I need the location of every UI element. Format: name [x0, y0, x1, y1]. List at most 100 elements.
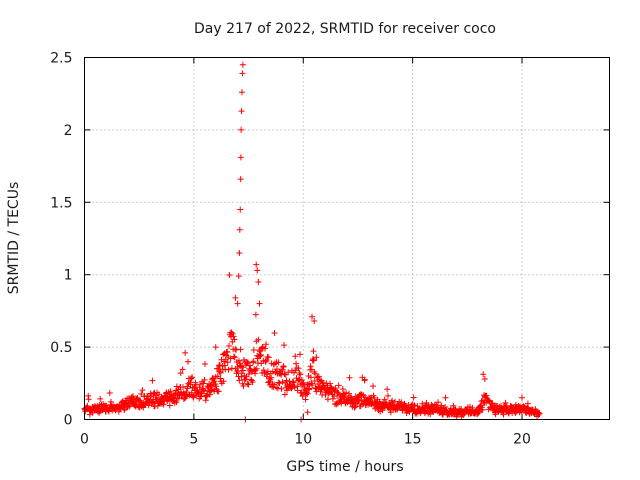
- data-point: [268, 374, 275, 381]
- data-point: [237, 206, 244, 213]
- data-point: [304, 409, 311, 416]
- y-tick-label: 2: [64, 123, 73, 139]
- chart-title: Day 217 of 2022, SRMTID for receiver coc…: [194, 21, 496, 37]
- data-point: [200, 380, 207, 387]
- data-point: [237, 360, 244, 367]
- data-point: [244, 380, 251, 387]
- data-point: [275, 359, 282, 366]
- data-point: [262, 345, 269, 352]
- data-point: [329, 395, 336, 402]
- y-tick-label: 1.5: [50, 195, 72, 211]
- data-point: [519, 394, 525, 401]
- data-point: [201, 360, 208, 367]
- data-point: [230, 333, 237, 340]
- data-point: [281, 391, 288, 398]
- data-point: [225, 366, 232, 373]
- data-point: [185, 358, 192, 365]
- data-point: [231, 354, 238, 361]
- data-point: [335, 382, 342, 389]
- data-point: [295, 365, 302, 372]
- y-tick-label: 2.5: [50, 51, 72, 67]
- data-point: [351, 404, 358, 411]
- data-point: [97, 395, 104, 402]
- x-tick-label: 5: [189, 432, 198, 448]
- data-point: [479, 406, 486, 413]
- y-tick-labels: 0 0.5 1 1.5 2 2.5: [50, 51, 72, 429]
- data-point: [311, 377, 318, 384]
- data-point: [512, 409, 519, 416]
- data-point: [293, 360, 300, 367]
- data-point: [279, 378, 286, 385]
- data-point: [252, 367, 259, 374]
- data-point: [310, 357, 317, 364]
- data-point: [238, 126, 245, 133]
- data-point: [410, 394, 417, 401]
- data-point: [139, 387, 146, 394]
- data-point: [307, 374, 314, 381]
- data-point: [280, 363, 287, 370]
- data-point: [285, 369, 292, 376]
- data-point: [435, 399, 442, 406]
- data-point: [370, 383, 377, 390]
- data-point: [225, 342, 232, 349]
- data-point: [156, 391, 163, 398]
- data-point: [212, 344, 219, 351]
- data-point: [240, 382, 247, 389]
- data-point: [187, 381, 194, 388]
- x-tick-label: 20: [513, 432, 531, 448]
- data-point: [237, 154, 244, 161]
- data-point: [232, 346, 239, 353]
- data-point: [257, 351, 264, 358]
- data-point: [239, 70, 246, 77]
- data-point: [352, 403, 359, 410]
- data-point: [237, 346, 244, 353]
- data-point: [384, 386, 391, 393]
- data-point: [179, 366, 186, 373]
- data-point: [236, 249, 243, 256]
- y-tick-label: 0.5: [50, 340, 72, 356]
- data-point: [309, 382, 316, 389]
- data-point: [304, 390, 311, 397]
- data-point: [215, 388, 222, 395]
- data-point: [278, 385, 285, 392]
- data-point: [302, 396, 309, 403]
- data-point: [281, 371, 288, 378]
- data-point: [106, 389, 113, 396]
- data-point: [341, 393, 348, 400]
- data-point: [276, 380, 283, 387]
- data-point: [236, 377, 243, 384]
- data-point: [235, 367, 242, 374]
- data-point: [167, 388, 174, 395]
- data-point: [237, 176, 244, 183]
- data-point: [263, 341, 270, 348]
- data-point: [254, 267, 261, 274]
- data-point: [184, 385, 191, 392]
- data-point: [303, 389, 310, 396]
- data-point: [327, 380, 334, 387]
- data-point: [215, 365, 222, 372]
- data-point: [275, 379, 282, 386]
- y-tick-label: 1: [64, 268, 73, 284]
- data-point: [249, 379, 256, 386]
- data-point: [220, 351, 227, 358]
- x-tick-label: 10: [294, 432, 312, 448]
- data-point: [292, 353, 299, 360]
- data-point: [384, 392, 391, 399]
- data-point: [189, 374, 196, 381]
- data-point: [310, 348, 317, 355]
- data-point: [271, 329, 278, 336]
- x-tick-label: 0: [80, 432, 89, 448]
- data-point: [190, 392, 197, 399]
- data-point: [253, 365, 260, 372]
- data-point: [307, 363, 314, 370]
- data-point: [206, 391, 213, 398]
- data-point: [500, 411, 507, 418]
- data-point: [224, 359, 231, 366]
- data-point: [207, 387, 214, 394]
- data-point: [299, 380, 306, 387]
- data-points: [81, 61, 543, 423]
- data-point: [346, 390, 353, 397]
- data-point: [250, 347, 257, 354]
- x-axis-label: GPS time / hours: [286, 459, 403, 475]
